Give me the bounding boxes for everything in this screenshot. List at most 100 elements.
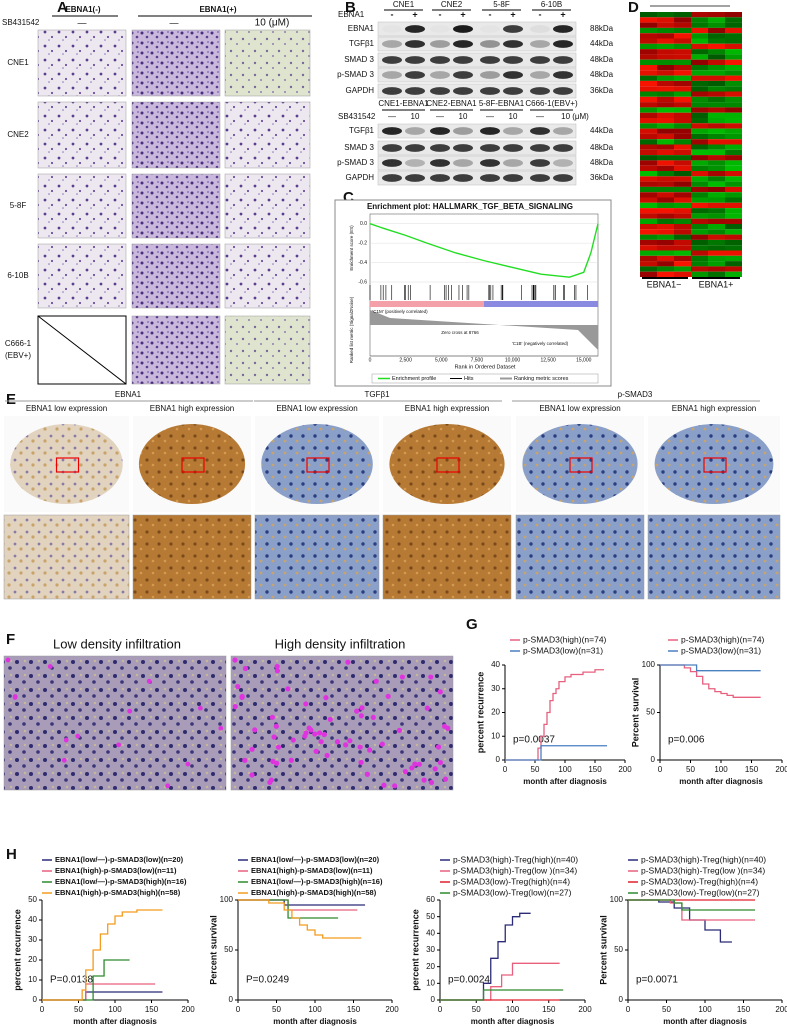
label: 5-8F-EBNA1 [479,99,525,108]
heatmap-cell [725,245,742,251]
heatmap-cell [708,261,725,267]
heatmap-cell [657,12,674,18]
heatmap-cell [674,202,691,209]
x-tick-label: 0 [503,765,508,774]
heatmap-cell [657,250,674,256]
band [453,174,473,182]
label: — [78,17,87,27]
heatmap-cell [708,54,725,60]
label: 48kDa [590,158,614,167]
heatmap-cell [640,186,657,193]
band [430,159,450,167]
band [553,144,573,152]
heatmap-cell [674,261,691,267]
heatmap-cell [657,33,674,39]
treg-cell [61,757,67,763]
heatmap-cell [657,91,674,97]
heatmap-cell [725,197,742,203]
heatmap-cell [640,239,657,246]
treg-cell [313,748,319,754]
heatmap-cell [657,139,674,145]
heatmap-cell [691,271,708,277]
band [480,144,500,152]
heatmap-cell [657,17,674,23]
heatmap-cell [725,22,742,28]
band [430,25,450,33]
x-axis-label: month after diagnosis [273,1017,357,1026]
band [553,127,573,135]
heatmap-cell [640,70,657,76]
heatmap-cell [674,271,691,277]
band [503,87,523,95]
treg-cell [379,741,385,747]
treg-cell [316,730,323,736]
heatmap-cell [657,22,674,28]
km-curve [440,912,531,1001]
p-value: p=0.0037 [513,735,555,746]
heatmap-cell [640,234,657,240]
heatmap-cell [657,38,674,44]
label: 5-8F [10,201,27,210]
heatmap-cell [674,213,691,219]
km-curve [628,899,732,943]
heatmap-cell [657,197,674,203]
heatmap-cell [640,102,657,108]
label: - [539,9,542,19]
band [480,40,500,48]
micrograph [131,243,221,309]
band [503,71,523,79]
label: 6-10B [541,0,562,9]
label: + [560,9,565,19]
heatmap-cell [708,107,725,113]
label: (EBV+) [5,351,31,360]
heatmap-cell [674,49,691,55]
heatmap-cell [708,43,725,50]
label: + [412,9,417,19]
annotation: Zero cross at 8766 [441,330,479,335]
heatmap-cell [725,128,742,134]
heatmap-cell [725,70,742,76]
heatmap-cell [674,91,691,97]
treg-cell [370,714,376,720]
heatmap-cell [708,224,725,230]
roi-box [55,457,80,473]
heatmap-cell [691,176,708,182]
heatmap-cell [691,91,708,97]
treg-cell [63,737,69,743]
legend-label: p-SMAD3(low)-Treg(low)(n=27) [641,887,760,897]
treg-cell [392,783,398,789]
heatmap-cell [691,17,708,23]
heatmap-cell [657,186,674,193]
heatmap-cell [725,102,742,108]
treg-cell [47,664,53,669]
heatmap-cell [708,128,725,134]
treg-cell [271,734,277,740]
heatmap-cell [691,86,708,92]
panel-letter: A [57,0,68,16]
heatmap-cell [657,112,674,118]
heatmap-cell [708,271,725,277]
panel-letter: B [345,0,356,16]
y-axis-label: percent recurrence [12,909,22,991]
legend-label: p-SMAD3(low)-Treg(high)(n=4) [453,876,570,886]
label: C666-1 [5,339,32,348]
heatmap-cell [674,266,691,272]
band [453,87,473,95]
legend-label: EBNA1(high)-p-SMAD3(high)(n=58) [251,888,377,897]
heatmap-cell [657,271,674,277]
heatmap-cell [674,165,691,171]
heatmap-cell [640,33,657,39]
micrograph [37,29,127,97]
heatmap-cell [725,144,742,150]
heatmap-cell [725,65,742,71]
treg-cell [290,737,296,743]
y-axis-label: percent recurrence [410,909,420,991]
heatmap-cell [708,208,725,214]
heatmap-cell [725,112,742,118]
legend-label: EBNA1(high)-p-SMAD3(high)(n=58) [55,888,181,897]
blot-strip [377,83,577,99]
heatmap-cell [708,33,725,39]
y-axis-label: Enrichment score (ES) [349,225,354,271]
treg-cell [285,686,291,692]
label: + [510,9,515,19]
